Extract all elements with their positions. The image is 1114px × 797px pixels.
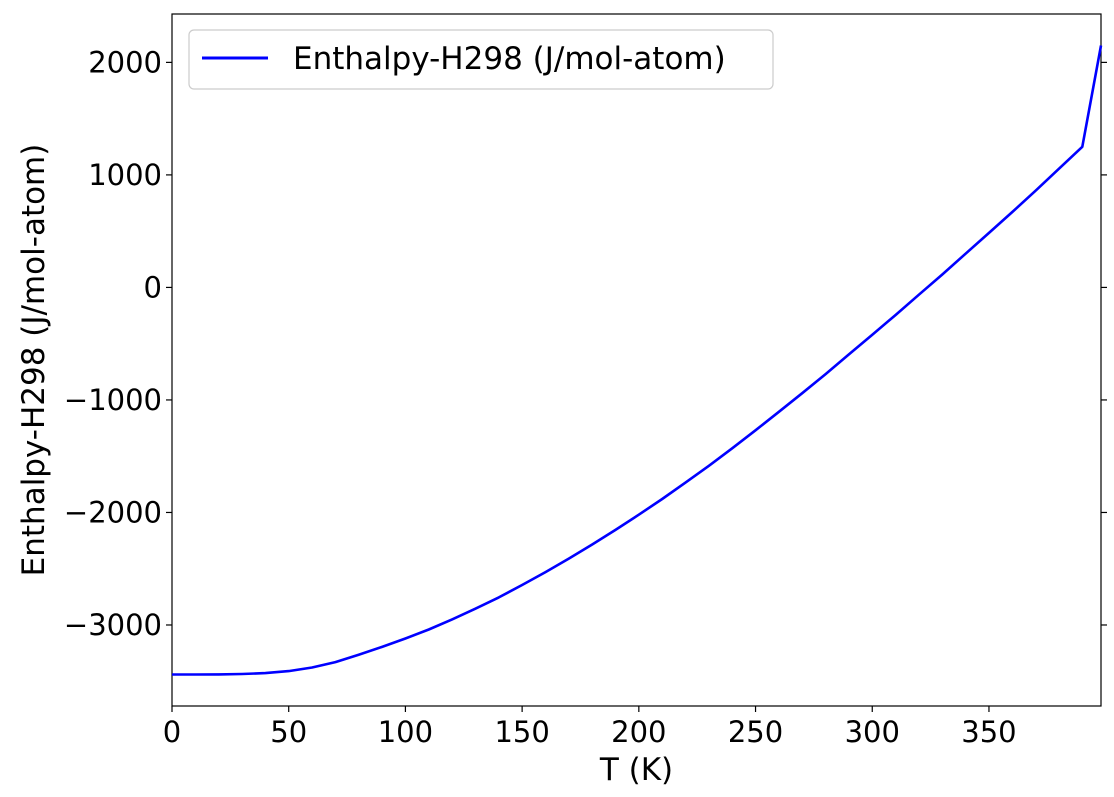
legend-entry-label: Enthalpy-H298 (J/mol-atom) xyxy=(293,41,726,77)
y-tick-label: 2000 xyxy=(88,45,162,79)
y-tick-label: −3000 xyxy=(64,608,162,642)
y-tick-label: −2000 xyxy=(64,495,162,529)
x-tick-label: 350 xyxy=(961,715,1016,749)
x-axis-label: T (K) xyxy=(599,752,673,788)
series-layer xyxy=(172,45,1103,676)
series-line xyxy=(172,45,1103,676)
x-axis: 0 50 100 150 200 250 300 350 xyxy=(163,706,1017,749)
y-axis-label: Enthalpy-H298 (J/mol-atom) xyxy=(16,144,52,577)
x-tick-label: 0 xyxy=(163,715,181,749)
x-tick-label: 100 xyxy=(378,715,433,749)
y-tick-label: 0 xyxy=(144,270,162,304)
x-tick-label: 150 xyxy=(494,715,549,749)
y-axis: −3000 −2000 −1000 0 1000 2000 xyxy=(64,45,1107,642)
legend: Enthalpy-H298 (J/mol-atom) xyxy=(188,29,774,90)
y-tick-label: −1000 xyxy=(64,383,162,417)
x-tick-label: 50 xyxy=(270,715,307,749)
legend-box xyxy=(188,29,774,90)
x-tick-label: 250 xyxy=(728,715,783,749)
x-tick-label: 300 xyxy=(845,715,900,749)
y-tick-label: 1000 xyxy=(88,158,162,192)
x-tick-label: 200 xyxy=(611,715,666,749)
plot-area xyxy=(171,13,1102,707)
